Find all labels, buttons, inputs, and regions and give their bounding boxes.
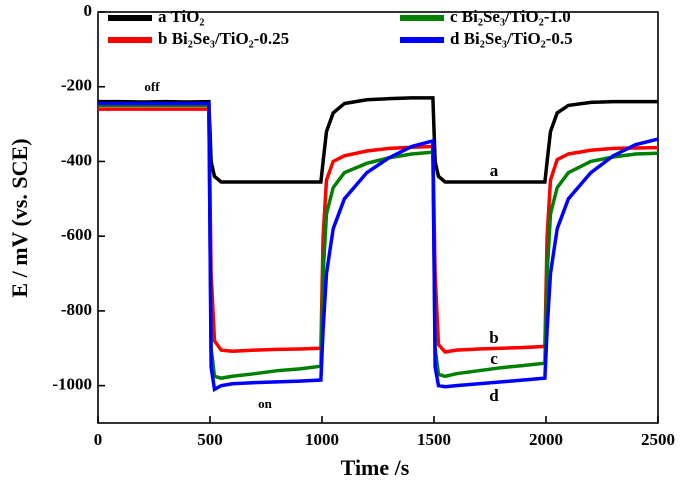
x-tick-label: 1500: [417, 430, 451, 449]
series-line: [98, 96, 658, 184]
y-tick-label: 0: [84, 1, 93, 20]
legend-label: c Bi₂Se₃/TiO₂-1.0: [450, 7, 571, 26]
series-line: [98, 107, 659, 354]
plot-frame: [97, 11, 659, 424]
x-tick-label: 2500: [641, 430, 675, 449]
x-tick-label: 500: [197, 430, 223, 449]
y-tick-label: -1000: [52, 375, 92, 394]
legend-label: b Bi₂Se₃/TiO₂-0.25: [158, 29, 289, 48]
y-tick-label: -600: [61, 225, 92, 244]
series-line: [98, 101, 659, 393]
y-tick-label: -200: [61, 76, 92, 95]
y-tick-label: -800: [61, 300, 92, 319]
x-axis-label: Time /s: [341, 455, 410, 480]
legend-label: a TiO₂: [158, 7, 205, 26]
x-tick-label: 0: [94, 430, 103, 449]
annotation: d: [489, 386, 499, 405]
annotation: b: [489, 328, 498, 347]
legend-label: d Bi₂Se₃/TiO₂-0.5: [450, 29, 573, 48]
annotation: off: [144, 79, 160, 94]
y-axis-label: E / mV (vs. SCE): [7, 138, 32, 297]
series-line: [98, 103, 659, 380]
x-tick-label: 2000: [529, 430, 563, 449]
x-tick-label: 1000: [305, 430, 339, 449]
annotation: on: [258, 396, 273, 411]
annotation: a: [490, 161, 499, 180]
annotation: c: [490, 349, 498, 368]
y-tick-label: -400: [61, 150, 92, 169]
